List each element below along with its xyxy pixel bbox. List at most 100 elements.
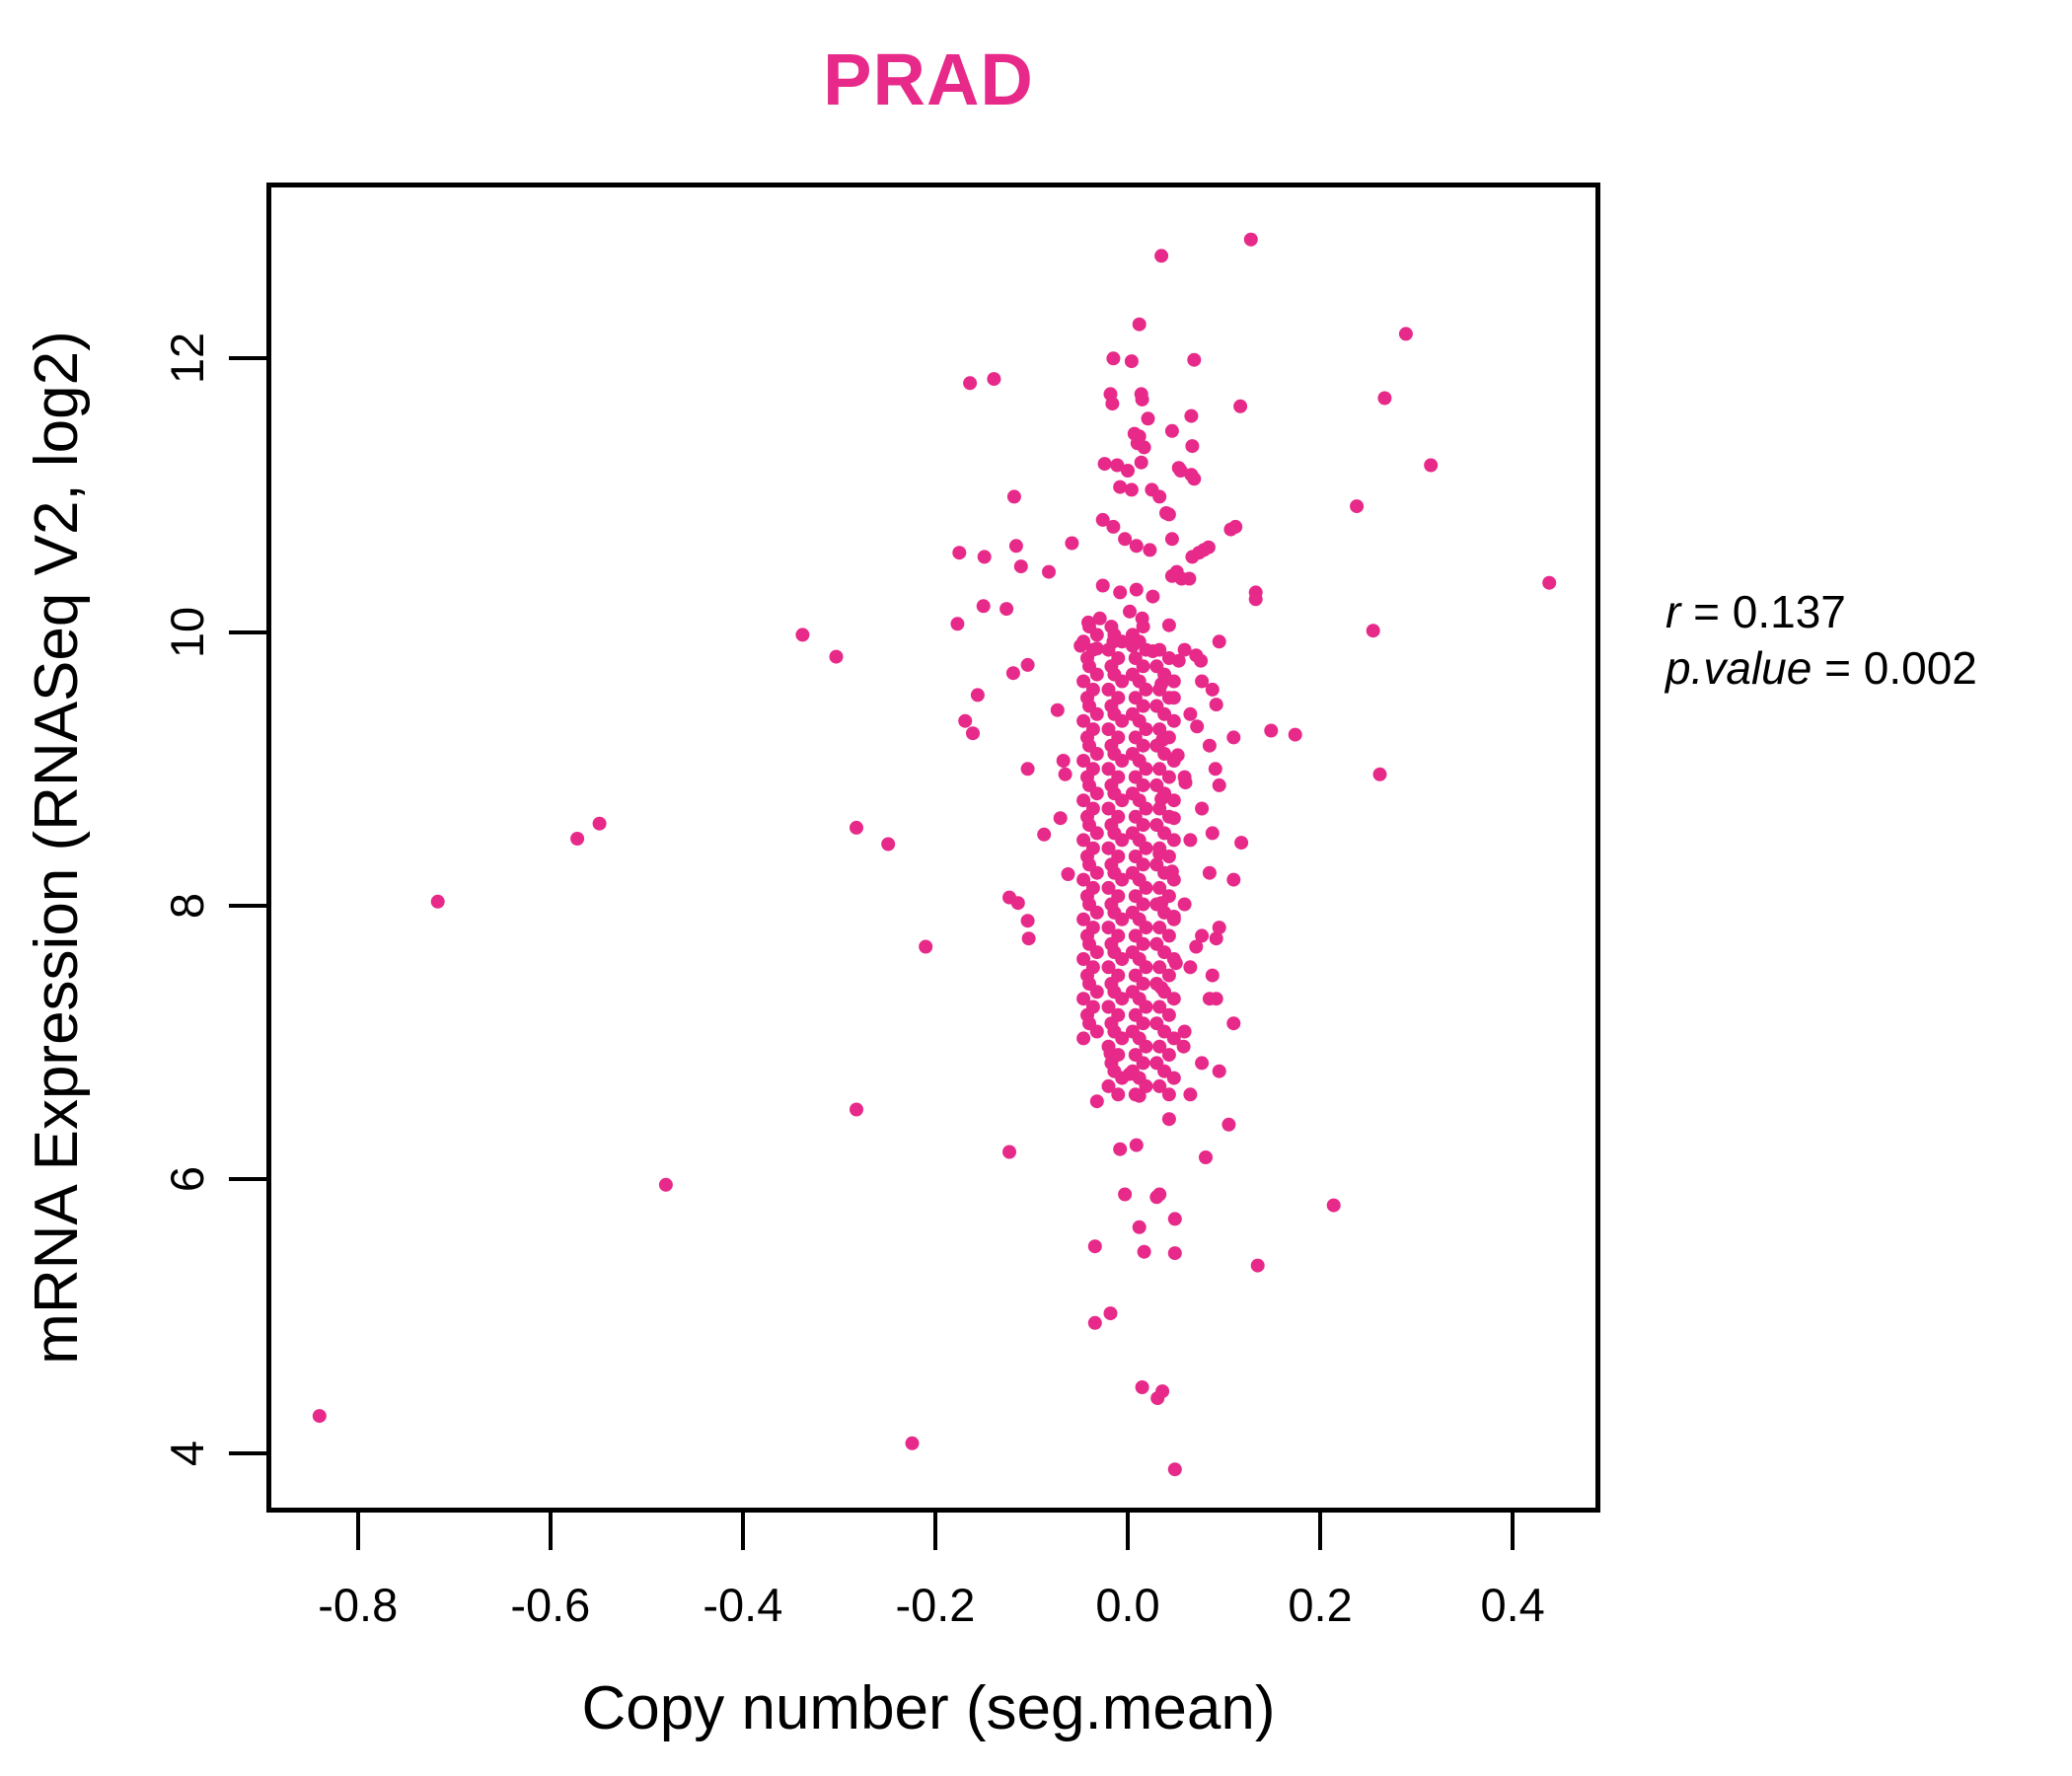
data-point [1111, 928, 1126, 943]
data-point [1076, 952, 1091, 966]
data-point [1111, 1048, 1126, 1063]
data-point [1092, 611, 1107, 626]
data-point [952, 546, 967, 560]
data-point [1125, 865, 1140, 880]
data-point [1202, 865, 1217, 880]
data-point [1177, 897, 1192, 912]
data-point [1149, 897, 1164, 912]
data-point [1129, 1138, 1144, 1152]
data-point [1149, 857, 1164, 872]
data-point [1121, 464, 1135, 478]
data-point [1152, 921, 1167, 935]
data-point [1111, 889, 1126, 904]
data-point [1194, 653, 1209, 668]
data-point [1128, 1087, 1143, 1102]
x-axis-label: Copy number (seg.mean) [581, 1674, 1276, 1742]
data-point [1076, 833, 1091, 848]
data-point [1212, 921, 1226, 935]
data-point [1182, 571, 1197, 586]
data-point [1128, 850, 1143, 863]
data-point [1013, 559, 1028, 574]
data-point [1128, 889, 1143, 904]
data-point [1135, 1380, 1149, 1394]
data-point [1101, 682, 1116, 697]
data-point [1202, 738, 1217, 753]
data-point [1161, 507, 1176, 522]
data-point [1050, 703, 1065, 717]
data-point [1542, 575, 1557, 590]
data-point [1152, 682, 1167, 697]
data-point [1161, 809, 1176, 824]
data-point [1166, 1031, 1181, 1046]
data-point [1118, 1187, 1133, 1202]
y-tick-mark [229, 629, 266, 634]
data-point [1176, 1039, 1191, 1054]
data-point [1167, 1246, 1182, 1261]
data-point [958, 713, 973, 728]
data-point [1177, 642, 1192, 657]
data-point [1221, 1117, 1236, 1132]
data-point [1149, 1056, 1164, 1071]
data-point [1149, 777, 1164, 792]
data-point [1085, 999, 1100, 1014]
data-point [987, 372, 1001, 387]
data-point [1085, 762, 1100, 777]
data-point [1125, 628, 1140, 642]
data-point [1076, 713, 1091, 728]
y-tick-label: 8 [161, 892, 213, 919]
data-point [1124, 482, 1139, 497]
data-point [1101, 762, 1116, 777]
y-tick-label: 10 [161, 606, 213, 658]
data-point [919, 939, 933, 954]
data-point [1111, 1007, 1126, 1022]
data-point [1125, 905, 1140, 920]
data-point [1125, 826, 1140, 841]
data-point [1065, 536, 1079, 551]
data-point [1101, 960, 1116, 975]
data-point [970, 688, 985, 703]
data-point [1424, 458, 1439, 473]
x-tick-mark [355, 1513, 360, 1550]
data-point [1111, 651, 1126, 665]
data-point [1195, 801, 1210, 816]
data-point [1161, 889, 1176, 904]
data-point [1101, 999, 1116, 1014]
y-tick-label: 12 [161, 333, 213, 385]
x-tick-label: -0.6 [510, 1579, 591, 1631]
data-point [1123, 604, 1137, 619]
data-point [1101, 880, 1116, 895]
data-point [1111, 850, 1126, 863]
data-point [1195, 1056, 1210, 1071]
x-tick-mark [1126, 1513, 1130, 1550]
data-point [1020, 762, 1035, 777]
data-point [1212, 1064, 1226, 1078]
data-point [1187, 352, 1202, 367]
data-point [1020, 657, 1035, 672]
data-point [1183, 706, 1198, 721]
data-point [1085, 722, 1100, 737]
data-point [1125, 667, 1140, 682]
data-point [1111, 730, 1126, 745]
data-point [1167, 1212, 1182, 1226]
data-point [1101, 1078, 1116, 1093]
data-point [1167, 1462, 1182, 1477]
data-point [1106, 519, 1121, 534]
x-tick-label: 0.4 [1480, 1579, 1545, 1631]
data-point [1124, 354, 1139, 369]
data-point [1113, 585, 1128, 600]
data-point [976, 599, 991, 614]
data-point [1141, 411, 1155, 426]
data-point [1143, 543, 1157, 557]
data-point [1085, 921, 1100, 935]
data-point [1125, 1024, 1140, 1039]
data-point [1161, 1048, 1176, 1063]
x-tick-mark [1511, 1513, 1516, 1550]
data-point [1101, 1039, 1116, 1054]
data-point [1021, 931, 1036, 946]
chart-title: PRAD [823, 38, 1034, 120]
data-point [1111, 968, 1126, 983]
data-point [1037, 827, 1052, 842]
data-point [829, 649, 844, 664]
data-point [1002, 1145, 1016, 1159]
data-point [1288, 727, 1302, 742]
